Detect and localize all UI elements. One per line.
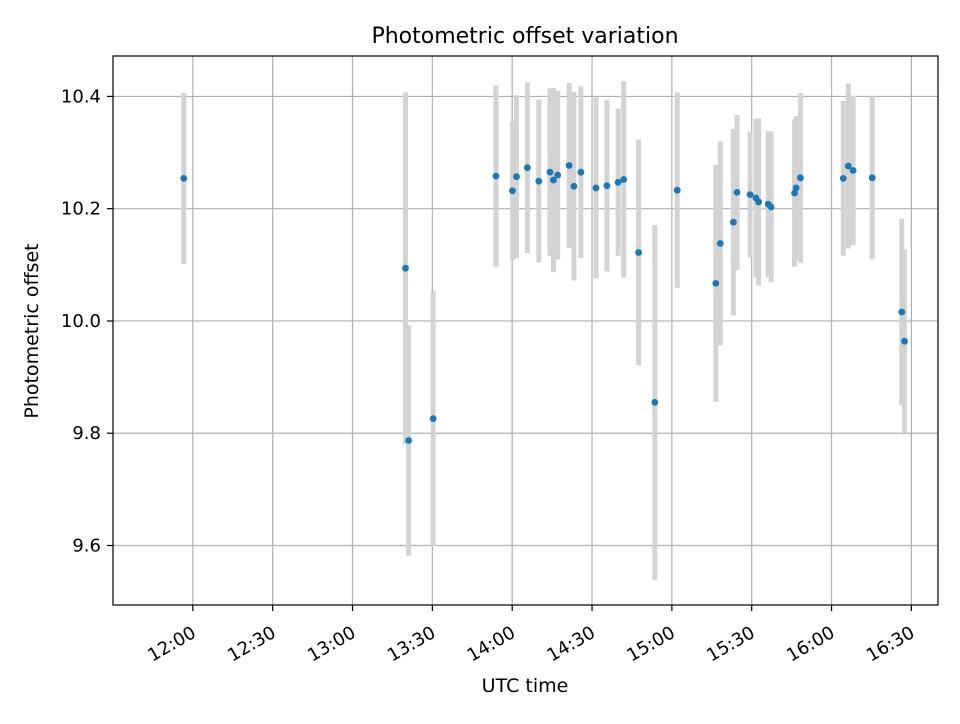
data-point: [746, 191, 754, 199]
data-point: [868, 174, 876, 182]
data-point: [592, 184, 600, 192]
x-tick-label: 13:00: [304, 622, 359, 666]
errorbar-layer: [181, 81, 907, 580]
data-point: [402, 264, 409, 272]
data-point: [797, 174, 804, 182]
data-point: [550, 176, 557, 184]
data-point: [577, 168, 585, 176]
x-tick-label: 16:00: [783, 622, 838, 666]
data-point: [509, 187, 516, 195]
y-tick-label: 9.6: [72, 535, 101, 556]
data-point: [554, 171, 562, 179]
data-point: [898, 308, 906, 316]
data-point: [716, 240, 724, 247]
x-axis-label: UTC time: [482, 675, 569, 697]
y-tick-label: 9.8: [72, 423, 101, 444]
data-point: [614, 178, 622, 186]
data-point: [792, 184, 800, 192]
data-point: [755, 198, 763, 206]
data-point: [839, 174, 847, 182]
x-tick-label: 15:00: [623, 622, 678, 666]
x-tick-label: 12:00: [144, 622, 199, 666]
data-point: [523, 164, 531, 172]
x-tick-label: 12:30: [224, 622, 279, 666]
data-point: [620, 176, 628, 183]
data-point: [733, 189, 741, 196]
x-tick-label: 15:30: [703, 622, 758, 666]
data-point: [565, 162, 573, 169]
x-tick-label: 14:30: [544, 622, 599, 666]
data-point: [603, 182, 611, 190]
data-point: [180, 174, 188, 182]
x-tick-label: 13:30: [384, 622, 439, 666]
data-point: [849, 167, 857, 174]
data-point: [546, 168, 554, 176]
chart-title: Photometric offset variation: [371, 24, 678, 49]
point-layer: [180, 162, 908, 444]
data-point: [535, 177, 543, 185]
data-point: [570, 182, 578, 190]
data-point: [635, 249, 643, 256]
data-point: [405, 437, 413, 444]
data-point: [651, 398, 659, 406]
y-tick-label: 10.4: [61, 86, 101, 107]
data-point: [767, 203, 775, 211]
y-tick-label: 10.2: [61, 199, 101, 220]
x-tick-label: 14:00: [464, 622, 519, 666]
y-axis-label: Photometric offset: [21, 243, 43, 418]
data-point: [712, 279, 720, 287]
data-point: [844, 162, 852, 170]
y-tick-label: 10.0: [61, 311, 101, 332]
data-point: [429, 415, 437, 423]
tick-layer: 12:00 12:30 13:00 13:30 14:00 14:30 15:00 15:30…: [61, 86, 918, 666]
data-point: [513, 173, 520, 181]
data-point: [492, 172, 500, 180]
data-point: [673, 186, 681, 194]
plot-frame: [112, 55, 939, 606]
data-point: [901, 337, 908, 345]
data-point: [729, 218, 737, 226]
x-tick-label: 16:30: [863, 622, 918, 666]
